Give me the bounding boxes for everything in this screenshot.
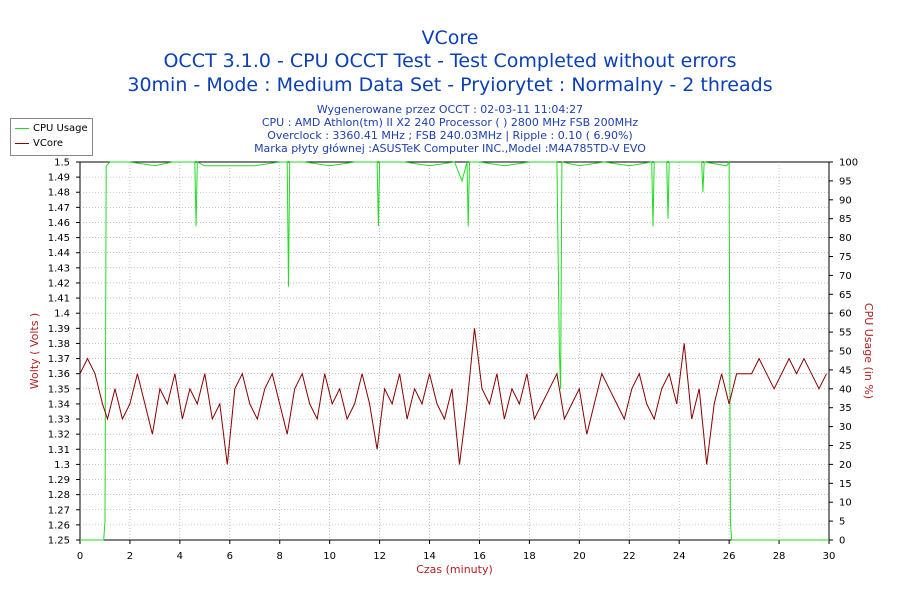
y-tick-label: 1.39	[48, 324, 70, 335]
y2-tick-label: 55	[839, 328, 852, 339]
y2-tick-label: 25	[839, 441, 852, 452]
y-tick-label: 1.5	[54, 158, 70, 169]
info-motherboard: Marka płyty głównej :ASUSTeK Computer IN…	[254, 142, 646, 155]
y-tick-label: 1.45	[48, 233, 70, 244]
series-line-vcore	[79, 328, 827, 465]
y2-tick-label: 80	[839, 233, 852, 244]
y-tick-label: 1.33	[48, 415, 70, 426]
y-tick-label: 1.47	[48, 203, 70, 214]
legend-label-cpu-usage: CPU Usage	[33, 123, 88, 134]
legend-swatch-cpu-usage	[15, 127, 29, 129]
y-tick-label: 1.46	[48, 218, 70, 229]
y-tick-label: 1.34	[48, 399, 70, 410]
y2-tick-label: 45	[839, 365, 852, 376]
y2-tick-label: 65	[839, 290, 852, 301]
plot-area	[79, 161, 830, 541]
chart-title: VCore	[421, 27, 479, 49]
y2-axis-label: CPU Usage (in %)	[862, 303, 875, 399]
y2-tick-label: 75	[839, 252, 852, 263]
y2-tick-label: 0	[839, 536, 845, 547]
y2-tick-label: 40	[839, 384, 852, 395]
x-tick-label: 12	[373, 551, 386, 562]
y2-tick-label: 50	[839, 347, 852, 358]
x-tick-label: 26	[723, 551, 736, 562]
series-line-cpu-usage	[80, 160, 829, 541]
x-axis-label: Czas (minuty)	[416, 563, 493, 576]
x-tick-label: 28	[773, 551, 786, 562]
y2-tick-label: 5	[839, 517, 845, 528]
x-tick-label: 4	[177, 551, 183, 562]
y-tick-label: 1.31	[48, 445, 70, 456]
y-axis-label: Wolty ( Volts )	[28, 313, 41, 389]
legend-swatch-vcore	[15, 142, 29, 144]
y-tick-label: 1.44	[48, 248, 70, 259]
y-tick-label: 1.48	[48, 188, 70, 199]
legend-label-vcore: VCore	[33, 138, 63, 149]
y-tick-label: 1.26	[48, 520, 70, 531]
y-tick-label: 1.38	[48, 339, 70, 350]
y2-tick-label: 95	[839, 176, 852, 187]
y2-tick-label: 35	[839, 403, 852, 414]
y2-tick-label: 60	[839, 309, 852, 320]
y2-tick-label: 90	[839, 195, 852, 206]
y-tick-label: 1.36	[48, 369, 70, 380]
y-tick-label: 1.35	[48, 384, 70, 395]
x-tick-label: 18	[523, 551, 536, 562]
y2-tick-label: 10	[839, 498, 852, 509]
info-overclock: Overclock : 3360.41 MHz ; FSB 240.03MHz …	[267, 129, 633, 142]
chart-legend: CPU Usage VCore	[10, 118, 93, 156]
y-tick-label: 1.37	[48, 354, 70, 365]
y2-tick-label: 15	[839, 479, 852, 490]
legend-item-vcore: VCore	[15, 138, 63, 150]
info-cpu: CPU : AMD Athlon(tm) II X2 240 Processor…	[261, 116, 639, 129]
y2-tick-label: 100	[839, 158, 858, 169]
x-tick-label: 16	[473, 551, 486, 562]
y-tick-label: 1.25	[48, 536, 70, 547]
y-tick-label: 1.3	[54, 460, 70, 471]
x-tick-label: 14	[423, 551, 436, 562]
x-tick-label: 24	[673, 551, 686, 562]
x-tick-label: 20	[573, 551, 586, 562]
y-tick-label: 1.41	[48, 294, 70, 305]
y-tick-label: 1.27	[48, 505, 70, 516]
y-tick-label: 1.49	[48, 173, 70, 184]
y2-tick-label: 30	[839, 422, 852, 433]
x-tick-label: 2	[127, 551, 133, 562]
chart-subtitle-test: OCCT 3.1.0 - CPU OCCT Test - Test Comple…	[163, 50, 737, 72]
x-tick-label: 10	[323, 551, 336, 562]
chart-subtitle-mode: 30min - Mode : Medium Data Set - Pryiory…	[127, 74, 773, 96]
y-tick-label: 1.28	[48, 490, 70, 501]
x-tick-label: 30	[823, 551, 836, 562]
x-tick-label: 6	[227, 551, 233, 562]
legend-item-cpu-usage: CPU Usage	[15, 123, 88, 135]
x-tick-label: 0	[77, 551, 83, 562]
info-generated: Wygenerowane przez OCCT : 02-03-11 11:04…	[316, 103, 584, 116]
y-tick-label: 1.42	[48, 278, 70, 289]
y2-tick-label: 85	[839, 214, 852, 225]
x-tick-label: 22	[623, 551, 636, 562]
y-tick-label: 1.4	[54, 309, 70, 320]
y2-tick-label: 70	[839, 271, 852, 282]
y-tick-label: 1.29	[48, 475, 70, 486]
y2-tick-label: 20	[839, 460, 852, 471]
x-tick-label: 8	[277, 551, 283, 562]
y-tick-label: 1.32	[48, 430, 70, 441]
y-tick-label: 1.43	[48, 263, 70, 274]
